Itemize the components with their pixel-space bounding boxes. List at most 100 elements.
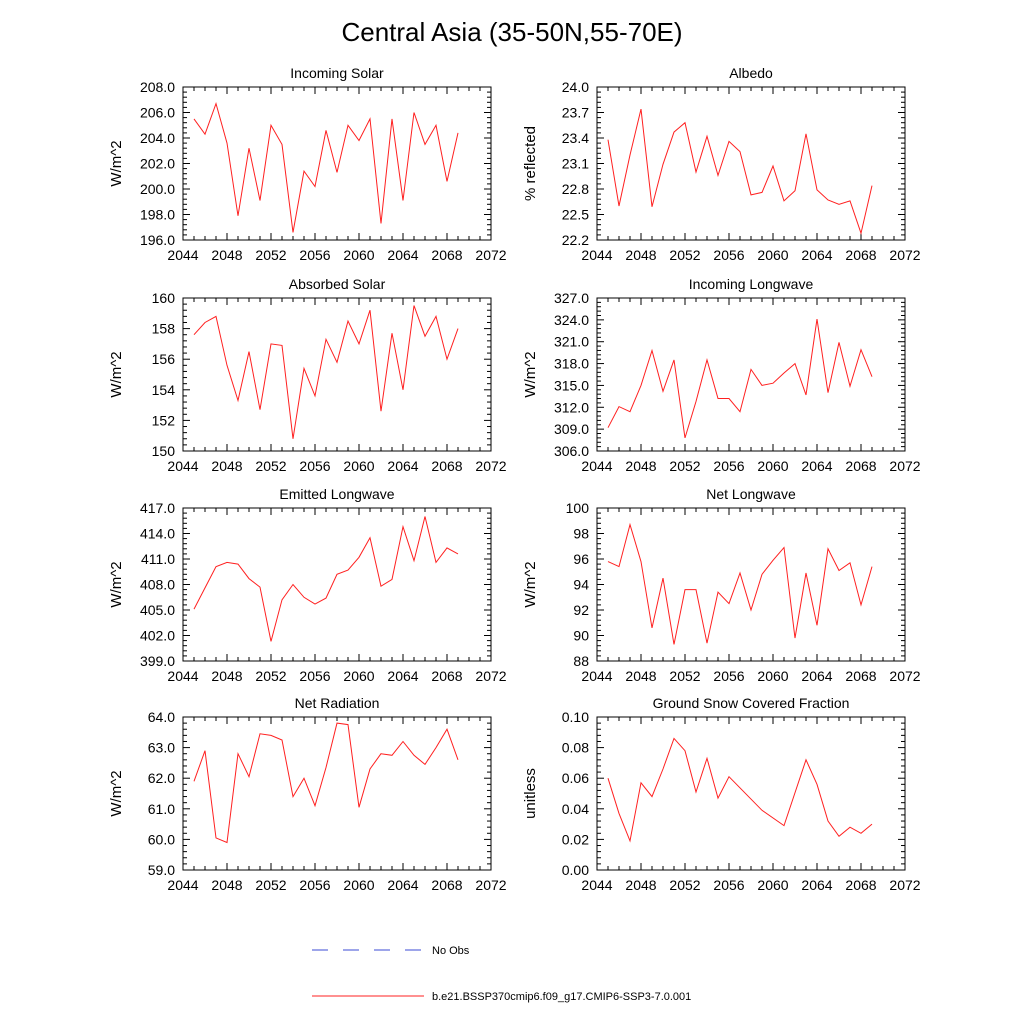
y-tick-label: 327.0 xyxy=(554,290,589,306)
x-tick-label: 2072 xyxy=(475,458,506,474)
y-tick-label: 414.0 xyxy=(140,526,175,542)
panel-title: Net Radiation xyxy=(295,695,380,711)
panel-title: Emitted Longwave xyxy=(279,486,394,502)
y-axis-label: W/m^2 xyxy=(108,140,125,186)
series-line xyxy=(607,319,873,439)
y-tick-label: 152 xyxy=(152,412,176,428)
panel-title: Absorbed Solar xyxy=(289,276,386,292)
y-tick-label: 88 xyxy=(573,653,589,669)
y-tick-label: 198.0 xyxy=(140,207,175,223)
x-tick-label: 2044 xyxy=(581,458,612,474)
y-tick-label: 324.0 xyxy=(554,312,589,328)
x-tick-label: 2048 xyxy=(625,458,656,474)
y-tick-label: 306.0 xyxy=(554,443,589,459)
y-tick-label: 154 xyxy=(152,382,176,398)
panel-title: Albedo xyxy=(729,65,773,81)
panel-title: Incoming Longwave xyxy=(689,276,814,292)
x-tick-label: 2064 xyxy=(387,247,418,263)
legend-item-model-run: b.e21.BSSP370cmip6.f09_g17.CMIP6-SSP3-7.… xyxy=(312,991,691,1003)
y-tick-label: 315.0 xyxy=(554,377,589,393)
x-tick-label: 2068 xyxy=(845,877,876,893)
x-tick-label: 2072 xyxy=(889,877,920,893)
y-tick-label: 0.02 xyxy=(562,831,589,847)
x-tick-label: 2044 xyxy=(167,247,198,263)
x-tick-label: 2072 xyxy=(889,668,920,684)
x-tick-label: 2068 xyxy=(845,668,876,684)
y-axis-label: W/m^2 xyxy=(108,770,125,816)
x-tick-label: 2068 xyxy=(431,247,462,263)
panel-emitted-longwave: Emitted Longwave W/m^2 2044 2048 2052 2056 206… xyxy=(108,486,507,684)
x-tick-label: 2064 xyxy=(387,668,418,684)
y-tick-label: 160 xyxy=(152,290,176,306)
x-tick-label: 2052 xyxy=(669,247,700,263)
y-tick-label: 0.00 xyxy=(562,862,589,878)
legend: No Obs b.e21.BSSP370cmip6.f09_g17.CMIP6-… xyxy=(312,945,691,1003)
panel-incoming-longwave: Incoming Longwave W/m^2 2044 2048 2052 2056 20… xyxy=(522,276,921,474)
y-tick-label: 156 xyxy=(152,351,176,367)
x-tick-label: 2060 xyxy=(343,668,374,684)
x-tick-label: 2060 xyxy=(757,247,788,263)
x-tick-label: 2056 xyxy=(299,668,330,684)
x-tick-label: 2072 xyxy=(889,458,920,474)
x-tick-label: 2068 xyxy=(431,458,462,474)
y-tick-label: 0.10 xyxy=(562,709,589,725)
x-tick-label: 2052 xyxy=(669,877,700,893)
x-tick-label: 2064 xyxy=(387,877,418,893)
x-tick-label: 2068 xyxy=(431,877,462,893)
x-tick-label: 2056 xyxy=(713,458,744,474)
panel-absorbed-solar: Absorbed Solar W/m^2 2044 2048 2052 2056 2060 2… xyxy=(108,276,507,474)
y-tick-label: 63.0 xyxy=(148,740,175,756)
x-tick-label: 2056 xyxy=(299,458,330,474)
y-axis-label: W/m^2 xyxy=(108,561,125,607)
x-tick-label: 2056 xyxy=(713,668,744,684)
y-tick-label: 23.7 xyxy=(562,105,589,121)
y-tick-label: 60.0 xyxy=(148,831,175,847)
y-tick-label: 312.0 xyxy=(554,399,589,415)
x-tick-label: 2052 xyxy=(255,877,286,893)
series-line xyxy=(607,522,873,645)
y-tick-label: 98 xyxy=(573,526,589,542)
series-line xyxy=(607,108,873,236)
y-axis-label: W/m^2 xyxy=(522,351,539,397)
panel-title: Net Longwave xyxy=(706,486,796,502)
x-tick-label: 2072 xyxy=(475,877,506,893)
panel-incoming-solar: Incoming Solar W/m^2 2044 2048 2052 2056 2060 2… xyxy=(108,65,507,263)
y-tick-label: 402.0 xyxy=(140,628,175,644)
series-line xyxy=(193,101,459,233)
panel-title: Ground Snow Covered Fraction xyxy=(653,695,850,711)
y-axis-label: W/m^2 xyxy=(522,561,539,607)
y-tick-label: 399.0 xyxy=(140,653,175,669)
panel-ground-snow-covered-fraction: Ground Snow Covered Fraction unitless 2044… xyxy=(522,695,921,893)
x-tick-label: 2044 xyxy=(167,668,198,684)
figure-title: Central Asia (35-50N,55-70E) xyxy=(341,17,682,47)
series-line xyxy=(607,737,873,843)
x-tick-label: 2064 xyxy=(801,458,832,474)
x-tick-label: 2056 xyxy=(299,247,330,263)
panel-net-radiation: Net Radiation W/m^2 2044 2048 2052 2056 2060 20… xyxy=(108,695,507,893)
y-tick-label: 22.5 xyxy=(562,207,589,223)
x-tick-label: 2064 xyxy=(801,877,832,893)
series-line xyxy=(193,516,459,642)
x-tick-label: 2060 xyxy=(343,877,374,893)
x-tick-label: 2056 xyxy=(713,247,744,263)
legend-label-no-obs: No Obs xyxy=(432,945,470,957)
x-tick-label: 2060 xyxy=(757,458,788,474)
x-tick-label: 2064 xyxy=(801,247,832,263)
y-tick-label: 22.8 xyxy=(562,181,589,197)
x-tick-label: 2064 xyxy=(387,458,418,474)
y-tick-label: 405.0 xyxy=(140,602,175,618)
x-tick-label: 2044 xyxy=(581,668,612,684)
panel-net-longwave: Net Longwave W/m^2 2044 2048 2052 2056 2060 206… xyxy=(522,486,921,684)
panel-title: Incoming Solar xyxy=(290,65,384,81)
panel-albedo: Albedo % reflected 2044 2048 2052 2056 2060 206… xyxy=(522,65,921,263)
x-tick-label: 2048 xyxy=(211,877,242,893)
series-line xyxy=(193,305,459,439)
y-tick-label: 62.0 xyxy=(148,770,175,786)
x-tick-label: 2044 xyxy=(581,877,612,893)
y-tick-label: 204.0 xyxy=(140,130,175,146)
x-tick-label: 2048 xyxy=(625,877,656,893)
y-tick-label: 92 xyxy=(573,602,589,618)
x-tick-label: 2052 xyxy=(255,668,286,684)
x-tick-label: 2060 xyxy=(757,877,788,893)
